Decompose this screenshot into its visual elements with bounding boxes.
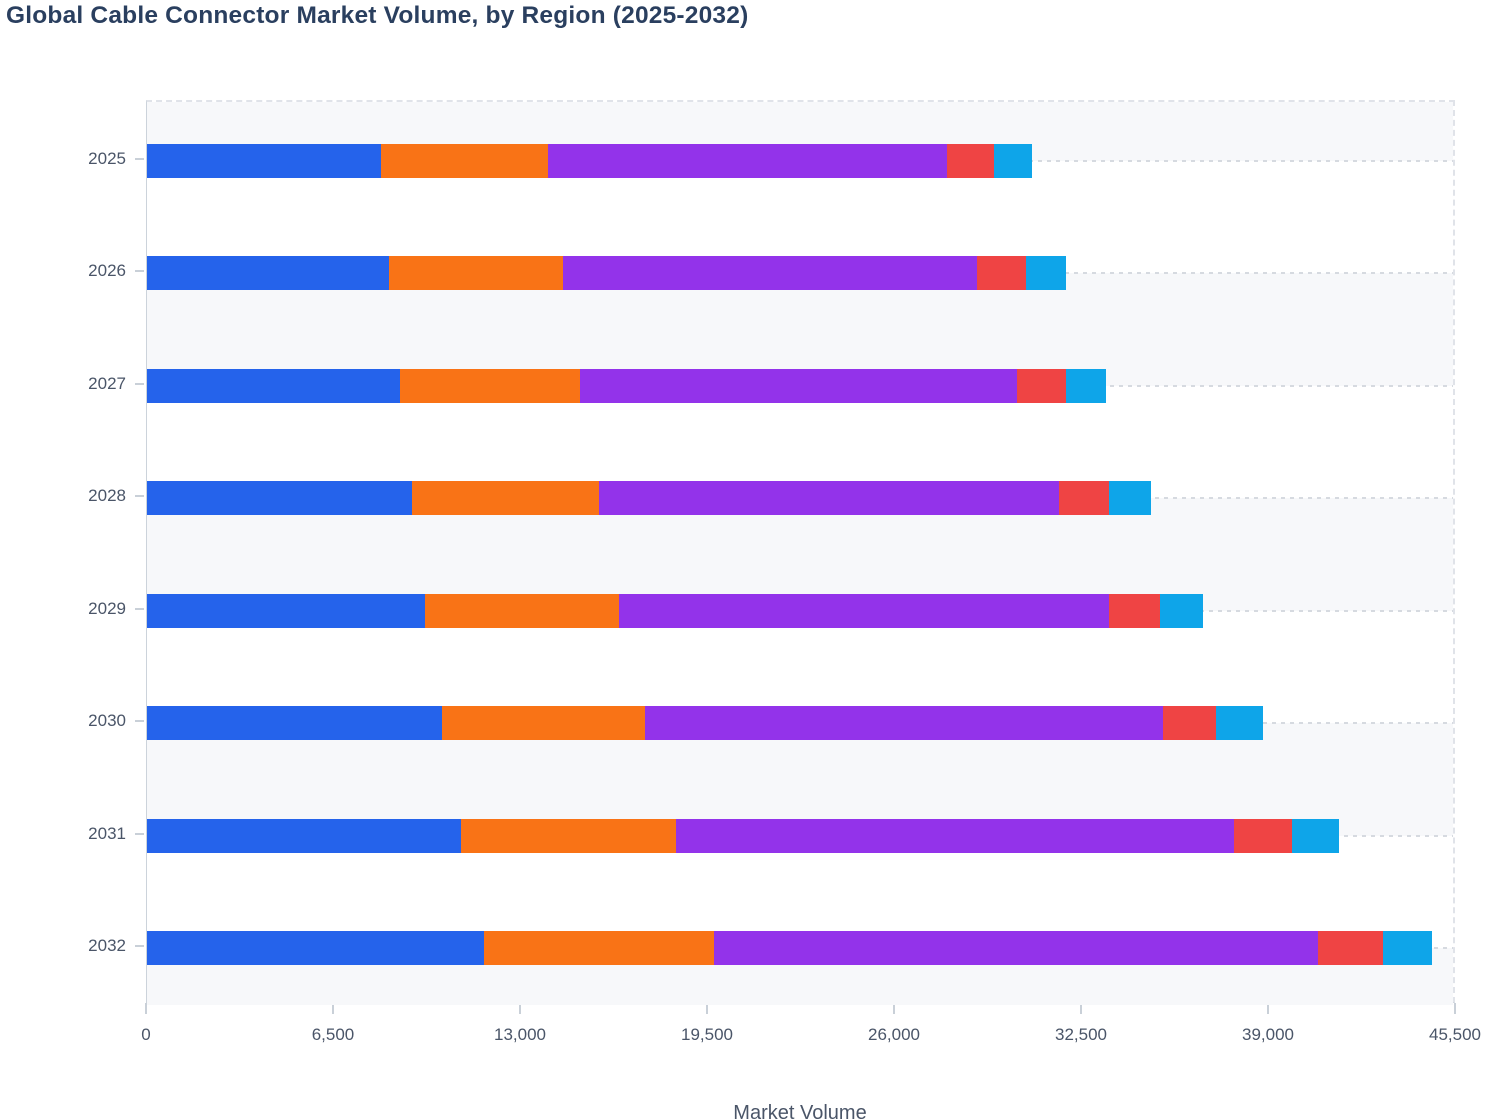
bar-segment-2032-cyan[interactable] (1382, 931, 1432, 965)
bar-segment-2032-purple[interactable] (713, 931, 1318, 965)
y-tick-label-2032: 2032 (88, 936, 126, 955)
x-tick-label-39000: 39,000 (1242, 1025, 1294, 1044)
x-tick-label-19500: 19,500 (681, 1025, 733, 1044)
bar-segment-2028-orange[interactable] (411, 481, 599, 515)
bar-segment-2027-orange[interactable] (400, 368, 580, 403)
x-tick-mark (332, 1003, 334, 1014)
x-tick-label-26000: 26,000 (868, 1025, 920, 1044)
x-tick-mark (1267, 1003, 1269, 1014)
x-axis-title: Market Volume (733, 1102, 867, 1120)
bar-segment-2028-red[interactable] (1058, 481, 1110, 515)
bar-segment-2030-cyan[interactable] (1215, 706, 1264, 740)
bar-segment-2031-cyan[interactable] (1291, 818, 1340, 853)
y-tick-label-2027: 2027 (88, 373, 126, 393)
bar-segment-2031-orange[interactable] (460, 818, 677, 853)
bar-segment-2032-red[interactable] (1317, 931, 1383, 965)
bar-segment-2030-purple[interactable] (644, 706, 1163, 740)
bar-segment-2031-red[interactable] (1234, 818, 1292, 853)
bar-segment-2025-orange[interactable] (381, 143, 549, 178)
row-band (147, 273, 1453, 386)
row-band (147, 723, 1453, 836)
bar-segment-2031-blue[interactable] (147, 818, 461, 853)
y-tick-label-2029: 2029 (88, 598, 126, 618)
x-tick-mark (519, 1003, 521, 1014)
bar-segment-2031-purple[interactable] (676, 818, 1235, 853)
bar-segment-2030-blue[interactable] (147, 706, 442, 740)
bar-segment-2029-blue[interactable] (147, 593, 425, 628)
bar-segment-2027-cyan[interactable] (1066, 368, 1107, 403)
bar-segment-2027-blue[interactable] (147, 368, 401, 403)
y-tick-mark (135, 945, 144, 947)
chart-title: Global Cable Connector Market Volume, by… (6, 2, 749, 29)
bar-2029 (147, 593, 1203, 628)
bar-segment-2027-purple[interactable] (579, 368, 1018, 403)
y-tick-mark (135, 832, 144, 835)
x-tick-label-0: 0 (141, 1025, 151, 1044)
x-tick-mark (1454, 1003, 1456, 1014)
bar-segment-2026-purple[interactable] (562, 256, 977, 290)
y-tick-label-2030: 2030 (88, 711, 126, 730)
bar-2025 (147, 143, 1032, 178)
y-tick-label-2028: 2028 (88, 486, 126, 505)
y-tick-mark (135, 720, 144, 722)
bar-segment-2025-cyan[interactable] (994, 143, 1032, 178)
bar-segment-2030-red[interactable] (1162, 706, 1216, 740)
bar-segment-2030-orange[interactable] (441, 706, 645, 740)
bar-2026 (147, 256, 1067, 290)
bar-segment-2028-blue[interactable] (147, 481, 412, 515)
bar-segment-2026-blue[interactable] (147, 256, 389, 290)
bar-2032 (147, 931, 1432, 965)
x-tick-label-45500: 45,500 (1429, 1025, 1481, 1044)
bar-2030 (147, 706, 1264, 740)
bar-segment-2032-orange[interactable] (483, 931, 714, 965)
bar-segment-2032-blue[interactable] (147, 931, 484, 965)
y-tick-label-2026: 2026 (88, 261, 126, 280)
bar-segment-2029-purple[interactable] (618, 593, 1110, 628)
bar-segment-2028-purple[interactable] (598, 481, 1059, 515)
bar-segment-2025-blue[interactable] (147, 143, 382, 178)
bar-segment-2025-red[interactable] (946, 143, 995, 178)
bar-segment-2025-purple[interactable] (548, 143, 947, 178)
y-tick-mark (135, 270, 144, 272)
bar-2027 (147, 368, 1107, 403)
bar-segment-2026-orange[interactable] (388, 256, 563, 290)
x-tick-label-32500: 32,500 (1055, 1025, 1107, 1044)
x-tick-label-13000: 13,000 (494, 1025, 546, 1044)
bar-segment-2026-cyan[interactable] (1025, 256, 1067, 290)
row-band (147, 498, 1453, 611)
y-tick-mark (135, 382, 144, 385)
bar-segment-2029-cyan[interactable] (1159, 593, 1203, 628)
y-tick-mark (135, 607, 144, 610)
y-tick-label-2031: 2031 (88, 823, 126, 843)
bar-segment-2027-red[interactable] (1017, 368, 1067, 403)
x-tick-mark (706, 1003, 708, 1014)
x-tick-label-6500: 6,500 (311, 1025, 355, 1044)
bar-2031 (147, 818, 1340, 853)
y-tick-label-2025: 2025 (88, 148, 126, 168)
bar-segment-2029-red[interactable] (1109, 593, 1160, 628)
y-tick-mark (135, 157, 144, 160)
x-tick-mark (1080, 1003, 1082, 1014)
bar-segment-2028-cyan[interactable] (1109, 481, 1152, 515)
x-tick-mark (893, 1003, 895, 1014)
y-tick-mark (135, 495, 144, 497)
bar-segment-2026-red[interactable] (976, 256, 1026, 290)
bar-2028 (147, 481, 1152, 515)
bar-segment-2029-orange[interactable] (424, 593, 619, 628)
plot-area (146, 100, 1455, 1005)
x-tick-mark (145, 1003, 147, 1014)
